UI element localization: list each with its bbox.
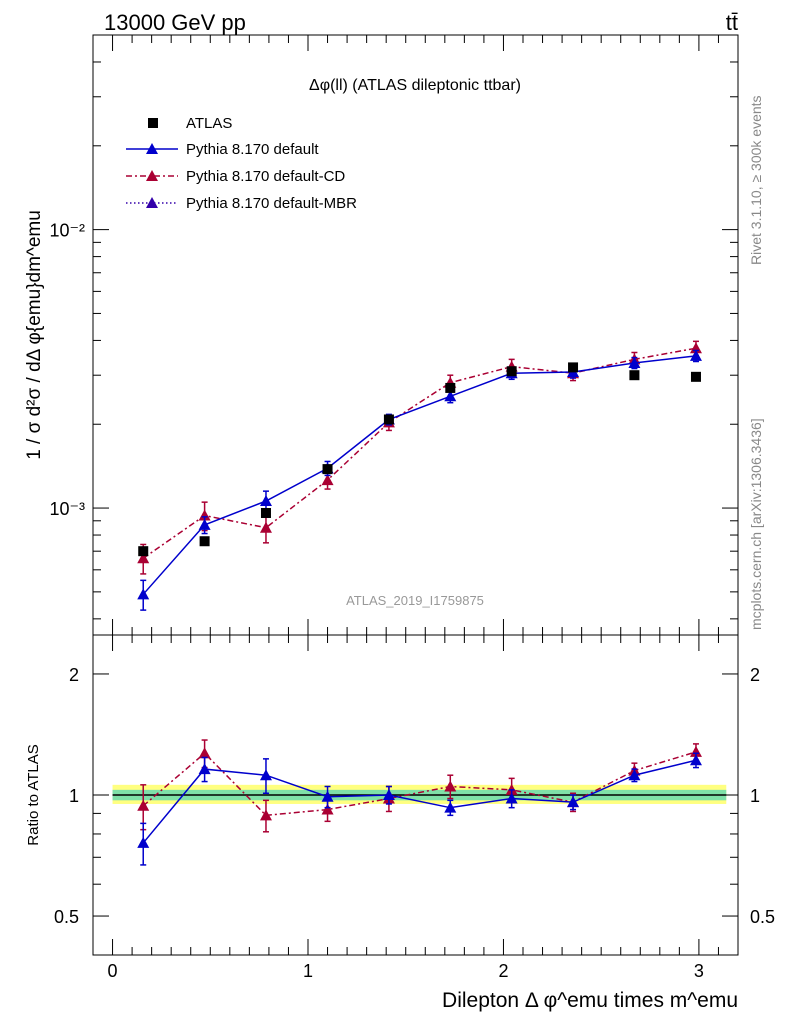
main-default-point [259,495,272,507]
main-atlas-point [445,382,456,393]
legend-atlas-label: ATLAS [186,115,232,132]
ratio-cd-point [259,809,272,821]
legend-mbr-label: Pythia 8.170 default-MBR [186,195,357,212]
ratio-default-point [689,754,702,766]
main-default-point [198,518,211,530]
ratio-xlabel: Dilepton Δ φ^emu times m^emu [442,989,738,1012]
legend-default-marker [146,143,158,154]
ratio-ytick-label-right: 1 [750,786,760,806]
ratio-ylabel: Ratio to ATLAS [25,744,42,845]
main-ylabel: 1 / σ d²σ / dΔ φ{emu}dm^emu [24,210,45,460]
ratio-default-point [321,790,334,802]
main-ytick-label: 10⁻² [49,221,85,241]
main-atlas-point [138,546,149,557]
ratio-xtick-label: 2 [498,961,508,981]
watermark: ATLAS_2019_I1759875 [346,593,484,608]
main-atlas-point [568,362,579,373]
main-atlas-point [199,536,210,547]
ratio-series [137,739,702,866]
legend: ATLAS Pythia 8.170 default Pythia 8.170 … [126,115,357,212]
rivet-label: Rivet 3.1.10, ≥ 300k events [748,95,764,265]
ratio-ytick-label-left: 0.5 [54,907,79,927]
ratio-panel: Ratio to ATLAS Dilepton Δ φ^emu times m^… [25,634,775,1012]
ratio-ytick-label-right: 0.5 [750,907,775,927]
main-atlas-point [322,464,333,475]
ratio-default-point [198,763,211,775]
main-atlas-point [629,370,640,381]
ratio-xtick-label: 3 [694,961,704,981]
main-default-point [444,390,457,402]
main-xticks [112,35,739,635]
main-atlas-point [260,507,271,518]
ratio-default-point [259,769,272,781]
ratio-default-point [628,769,641,781]
legend-default-label: Pythia 8.170 default [186,141,319,158]
main-title: Δφ(ll) (ATLAS dileptonic ttbar) [309,77,521,94]
main-cd-point [259,521,272,533]
main-panel: Δφ(ll) (ATLAS dileptonic ttbar) 1 / σ d²… [24,34,739,636]
main-cd-point [321,474,334,486]
legend-cd-label: Pythia 8.170 default-CD [186,168,345,185]
ratio-cd-point [444,780,457,792]
ratio-default-point [444,801,457,813]
ratio-ytick-label-right: 2 [750,665,760,685]
main-default-point [628,356,641,368]
mcplots-label: mcplots.cern.ch [arXiv:1306.3436] [748,418,764,630]
main-atlas-point [690,371,701,382]
ratio-cd-point [321,803,334,815]
main-cd-point [198,509,211,521]
ratio-default-line [142,759,697,844]
header-left: 13000 GeV pp [104,10,246,35]
ratio-cd-point [137,799,150,811]
legend-mbr-marker [146,197,158,208]
ratio-default-point [137,836,150,848]
legend-atlas-marker [148,118,158,128]
main-default-line [142,355,697,595]
legend-cd-marker [146,170,158,181]
ratio-yticks: 0.5 0.5 1 1 2 2 [54,665,775,956]
ratio-default-point [382,789,395,800]
main-cd-point [137,552,150,564]
main-atlas-point [383,414,394,425]
ratio-default-point [567,796,580,808]
ratio-xtick-label: 0 [108,961,118,981]
ratio-cd-point [198,747,211,759]
main-default-point [137,588,150,600]
ratio-xticks: 0 1 2 3 [108,635,739,981]
main-yticks: 10⁻³ 10⁻² [49,34,738,620]
ratio-cd-line [142,751,697,817]
ratio-ytick-label-left: 2 [69,665,79,685]
header-right: tt̄ [726,10,738,35]
main-atlas-point [506,366,517,377]
main-ytick-label: 10⁻³ [49,499,85,519]
ratio-default-point [505,792,518,804]
main-default-point [689,349,702,361]
ratio-ytick-label-left: 1 [69,786,79,806]
ratio-cd-point [689,745,702,757]
main-cd-line [142,347,697,559]
ratio-xtick-label: 1 [303,961,313,981]
main-series [137,340,702,611]
